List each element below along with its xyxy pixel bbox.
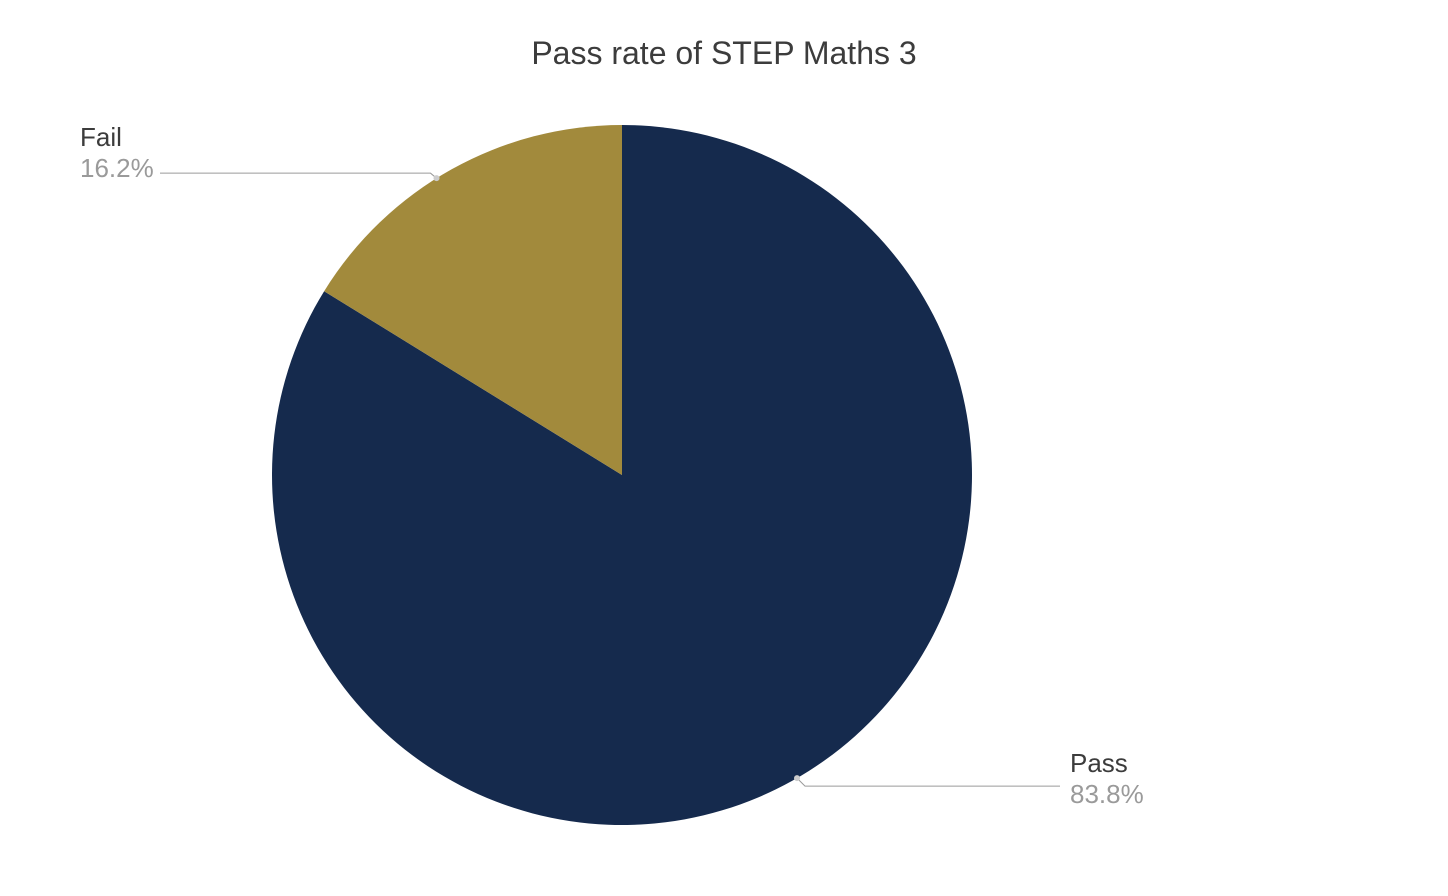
slice-label-pass: Pass 83.8% <box>1070 748 1144 810</box>
slice-label-fail-value: 16.2% <box>80 153 154 184</box>
chart-title: Pass rate of STEP Maths 3 <box>531 35 916 72</box>
pie-chart-container: Pass rate of STEP Maths 3 Fail 16.2% Pas… <box>0 0 1448 896</box>
slice-label-fail: Fail 16.2% <box>80 122 154 184</box>
slice-label-pass-value: 83.8% <box>1070 779 1144 810</box>
pie-chart-svg <box>272 110 972 840</box>
slice-label-pass-name: Pass <box>1070 748 1144 779</box>
slice-label-fail-name: Fail <box>80 122 154 153</box>
